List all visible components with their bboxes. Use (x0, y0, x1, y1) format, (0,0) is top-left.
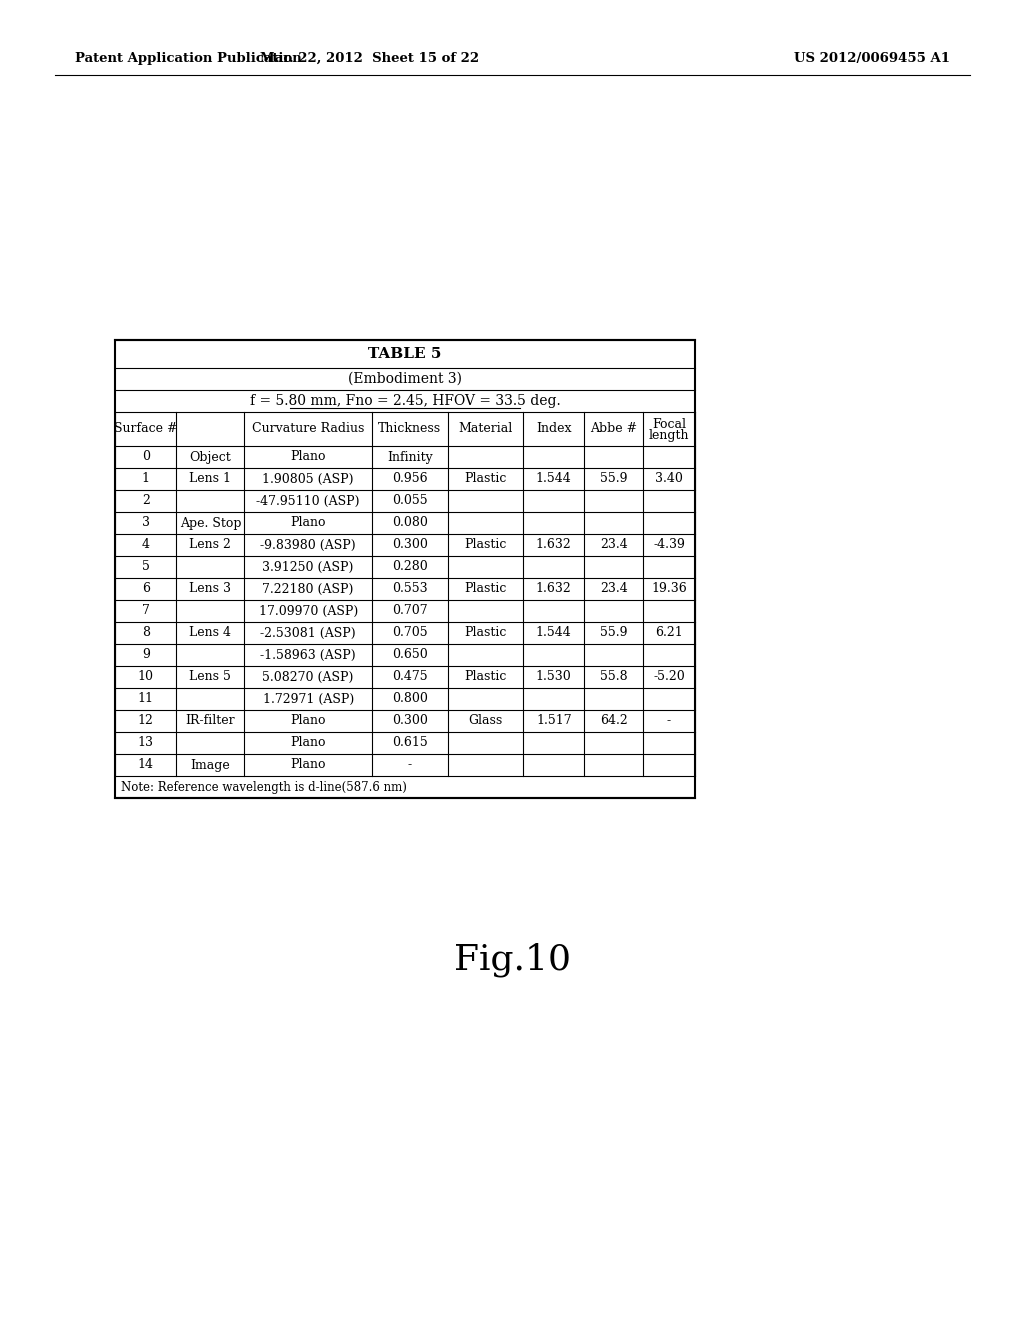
Text: 1.544: 1.544 (536, 473, 571, 486)
Text: 10: 10 (137, 671, 154, 684)
Text: 3.40: 3.40 (655, 473, 683, 486)
Text: length: length (649, 429, 689, 442)
Text: Infinity: Infinity (387, 450, 432, 463)
Text: 0.705: 0.705 (392, 627, 428, 639)
Text: -5.20: -5.20 (653, 671, 685, 684)
Text: Plano: Plano (291, 450, 326, 463)
Text: 0.553: 0.553 (392, 582, 428, 595)
Text: 7: 7 (141, 605, 150, 618)
Text: -1.58963 (ASP): -1.58963 (ASP) (260, 648, 356, 661)
Text: Surface #: Surface # (114, 422, 177, 436)
Text: 64.2: 64.2 (600, 714, 628, 727)
Text: 14: 14 (137, 759, 154, 771)
Text: 19.36: 19.36 (651, 582, 687, 595)
Text: 0.300: 0.300 (392, 539, 428, 552)
Text: 13: 13 (137, 737, 154, 750)
Text: Image: Image (190, 759, 230, 771)
Text: Plano: Plano (291, 737, 326, 750)
Text: Plastic: Plastic (464, 671, 507, 684)
Text: 0.280: 0.280 (392, 561, 428, 573)
Text: 5: 5 (141, 561, 150, 573)
Text: 7.22180 (ASP): 7.22180 (ASP) (262, 582, 354, 595)
Text: Ape. Stop: Ape. Stop (179, 516, 242, 529)
Text: -: - (408, 759, 412, 771)
Text: Lens 5: Lens 5 (189, 671, 231, 684)
Text: Lens 4: Lens 4 (189, 627, 231, 639)
Text: 0.055: 0.055 (392, 495, 428, 507)
Text: 23.4: 23.4 (600, 539, 628, 552)
Text: 1.632: 1.632 (536, 582, 571, 595)
Text: 23.4: 23.4 (600, 582, 628, 595)
Text: Plastic: Plastic (464, 539, 507, 552)
Text: Plano: Plano (291, 516, 326, 529)
Text: 5.08270 (ASP): 5.08270 (ASP) (262, 671, 354, 684)
Text: (Embodiment 3): (Embodiment 3) (348, 372, 462, 385)
Text: 3: 3 (141, 516, 150, 529)
Text: -47.95110 (ASP): -47.95110 (ASP) (256, 495, 359, 507)
Text: 1.632: 1.632 (536, 539, 571, 552)
Text: -4.39: -4.39 (653, 539, 685, 552)
Text: -9.83980 (ASP): -9.83980 (ASP) (260, 539, 356, 552)
Text: Plastic: Plastic (464, 473, 507, 486)
Text: 0.475: 0.475 (392, 671, 428, 684)
Text: 1.517: 1.517 (536, 714, 571, 727)
Text: 4: 4 (141, 539, 150, 552)
Text: 0.800: 0.800 (392, 693, 428, 705)
Text: 6.21: 6.21 (655, 627, 683, 639)
Text: Thickness: Thickness (378, 422, 441, 436)
Text: Glass: Glass (468, 714, 503, 727)
Text: Curvature Radius: Curvature Radius (252, 422, 365, 436)
Text: TABLE 5: TABLE 5 (369, 347, 441, 360)
Text: Focal: Focal (652, 417, 686, 430)
Text: Lens 2: Lens 2 (189, 539, 231, 552)
Text: 55.9: 55.9 (600, 473, 628, 486)
Text: Object: Object (189, 450, 231, 463)
Text: 17.09970 (ASP): 17.09970 (ASP) (258, 605, 357, 618)
Text: 11: 11 (137, 693, 154, 705)
Text: Abbe #: Abbe # (590, 422, 637, 436)
Text: 1.544: 1.544 (536, 627, 571, 639)
Text: 2: 2 (141, 495, 150, 507)
Text: 0.615: 0.615 (392, 737, 428, 750)
Text: Fig.10: Fig.10 (454, 942, 570, 977)
Text: 12: 12 (138, 714, 154, 727)
Text: -: - (667, 714, 671, 727)
Text: f = 5.80 mm, Fno = 2.45, HFOV = 33.5 deg.: f = 5.80 mm, Fno = 2.45, HFOV = 33.5 deg… (250, 393, 560, 408)
Text: 0.650: 0.650 (392, 648, 428, 661)
Text: IR-filter: IR-filter (185, 714, 236, 727)
Text: 1.530: 1.530 (536, 671, 571, 684)
Text: Lens 3: Lens 3 (189, 582, 231, 595)
Text: Note: Reference wavelength is d-line(587.6 nm): Note: Reference wavelength is d-line(587… (121, 780, 407, 793)
Text: 6: 6 (141, 582, 150, 595)
Text: 0.956: 0.956 (392, 473, 428, 486)
Text: Plastic: Plastic (464, 627, 507, 639)
Text: Material: Material (458, 422, 512, 436)
Text: US 2012/0069455 A1: US 2012/0069455 A1 (794, 51, 950, 65)
Bar (115, 341, 695, 799)
Text: 8: 8 (141, 627, 150, 639)
Text: Mar. 22, 2012  Sheet 15 of 22: Mar. 22, 2012 Sheet 15 of 22 (260, 51, 479, 65)
Text: Plano: Plano (291, 759, 326, 771)
Text: 9: 9 (141, 648, 150, 661)
Text: Plano: Plano (291, 714, 326, 727)
Text: 1.72971 (ASP): 1.72971 (ASP) (262, 693, 354, 705)
Text: Plastic: Plastic (464, 582, 507, 595)
Text: 0.300: 0.300 (392, 714, 428, 727)
Text: -2.53081 (ASP): -2.53081 (ASP) (260, 627, 356, 639)
Text: Patent Application Publication: Patent Application Publication (75, 51, 302, 65)
Text: 1.90805 (ASP): 1.90805 (ASP) (262, 473, 354, 486)
Text: 0: 0 (141, 450, 150, 463)
Text: 1: 1 (141, 473, 150, 486)
Text: 3.91250 (ASP): 3.91250 (ASP) (262, 561, 354, 573)
Text: Lens 1: Lens 1 (189, 473, 231, 486)
Text: Index: Index (536, 422, 571, 436)
Text: 55.9: 55.9 (600, 627, 628, 639)
Text: 0.707: 0.707 (392, 605, 428, 618)
Text: 0.080: 0.080 (392, 516, 428, 529)
Text: 55.8: 55.8 (600, 671, 628, 684)
